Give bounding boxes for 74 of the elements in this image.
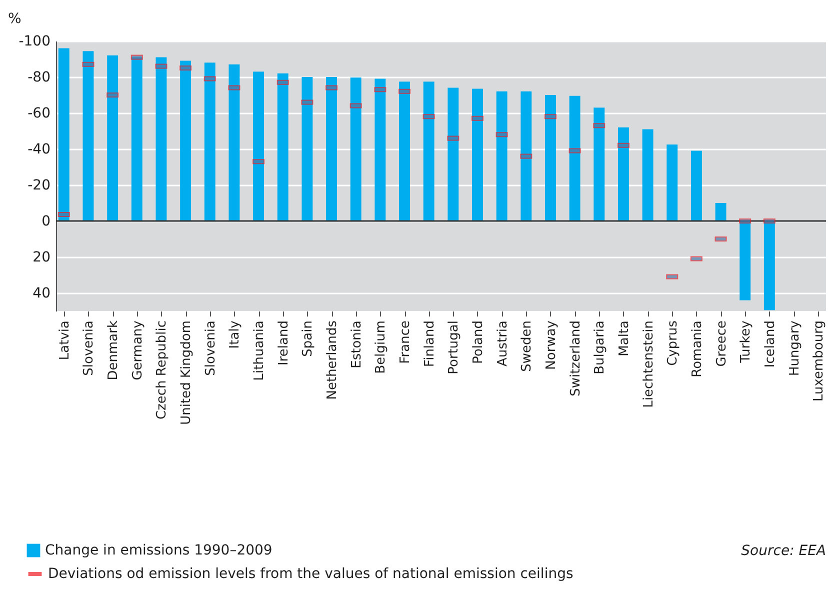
x-tick-label: Turkey [738, 320, 754, 364]
y-tick-label: -20 [28, 178, 50, 194]
bar [350, 78, 362, 221]
y-tick-label: -80 [28, 70, 50, 86]
x-tick-label: Sweden [520, 320, 535, 372]
bar [618, 127, 629, 221]
bar [594, 108, 605, 221]
bar [204, 62, 216, 221]
x-tick-label: Italy [228, 320, 243, 349]
bar [277, 73, 288, 221]
x-tick-label: Switzerland [568, 320, 584, 396]
x-tick-label: Austria [495, 320, 510, 366]
x-tick-label: Estonia [349, 320, 364, 368]
x-tick-label: Hungary [787, 320, 802, 376]
bar [569, 96, 580, 221]
y-axis-title: % [8, 11, 22, 27]
bar [58, 48, 70, 221]
bar [472, 88, 483, 221]
bar [642, 129, 654, 221]
x-tick-label: Greece [714, 320, 730, 367]
bar [399, 82, 410, 221]
x-tick-label: Lithuania [252, 320, 268, 381]
y-tick-label: 20 [32, 250, 50, 266]
bar [496, 91, 508, 221]
bar [520, 91, 532, 221]
bar [448, 88, 459, 221]
y-tick-label: 40 [32, 286, 50, 302]
x-tick-label: Bulgaria [592, 320, 608, 374]
x-tick-label: Norway [544, 320, 559, 370]
legend-label: Change in emissions 1990–2009 [45, 542, 272, 558]
x-tick-label: Finland [422, 320, 438, 367]
bar [764, 221, 775, 310]
bar [666, 144, 678, 221]
y-tick-label: -40 [28, 142, 50, 158]
bar [740, 221, 751, 300]
bar [545, 95, 556, 221]
bar [107, 55, 118, 221]
x-tick-label: Portugal [446, 320, 462, 374]
x-tick-label: Czech Republic [154, 320, 170, 420]
x-tick-label: Germany [130, 320, 146, 380]
x-tick-label: Slovenia [82, 320, 97, 376]
x-tick-label: Malta [616, 320, 632, 356]
x-tick-label: Slovenia [203, 320, 218, 376]
x-tick-label: Denmark [106, 320, 122, 380]
bar [302, 77, 313, 221]
y-tick-label: -100 [18, 34, 50, 50]
x-tick-label: Ireland [276, 320, 292, 366]
x-tick-label: Romania [690, 320, 705, 378]
source-note: Source: EEA [741, 543, 826, 559]
x-tick-label: Cyprus [666, 320, 681, 366]
x-tick-label: Luxembourg [812, 320, 827, 402]
x-tick-label: Latvia [57, 320, 72, 360]
bar [228, 64, 240, 221]
x-tick-label: France [398, 320, 414, 364]
bar [715, 203, 726, 221]
x-tick-label: Spain [300, 320, 316, 357]
bar [180, 60, 192, 221]
bar [156, 57, 167, 221]
x-tick-label: Belgium [374, 320, 389, 374]
bar [131, 57, 142, 221]
x-tick-label: Iceland [762, 320, 778, 368]
legend-label: Deviations od emission levels from the values of national emission ceilings [48, 566, 574, 582]
x-tick-label: United Kingdom [179, 320, 194, 425]
bar [326, 77, 337, 221]
bar [374, 78, 386, 221]
x-tick-label: Poland [470, 320, 486, 364]
x-tick-label: Liechtenstein [641, 320, 656, 408]
bar [82, 51, 94, 221]
y-tick-label: 0 [42, 214, 50, 230]
y-tick-label: -60 [28, 106, 50, 122]
bar [253, 72, 264, 221]
bar [423, 82, 434, 221]
bar [690, 150, 702, 221]
x-tick-label: Netherlands [325, 320, 340, 400]
